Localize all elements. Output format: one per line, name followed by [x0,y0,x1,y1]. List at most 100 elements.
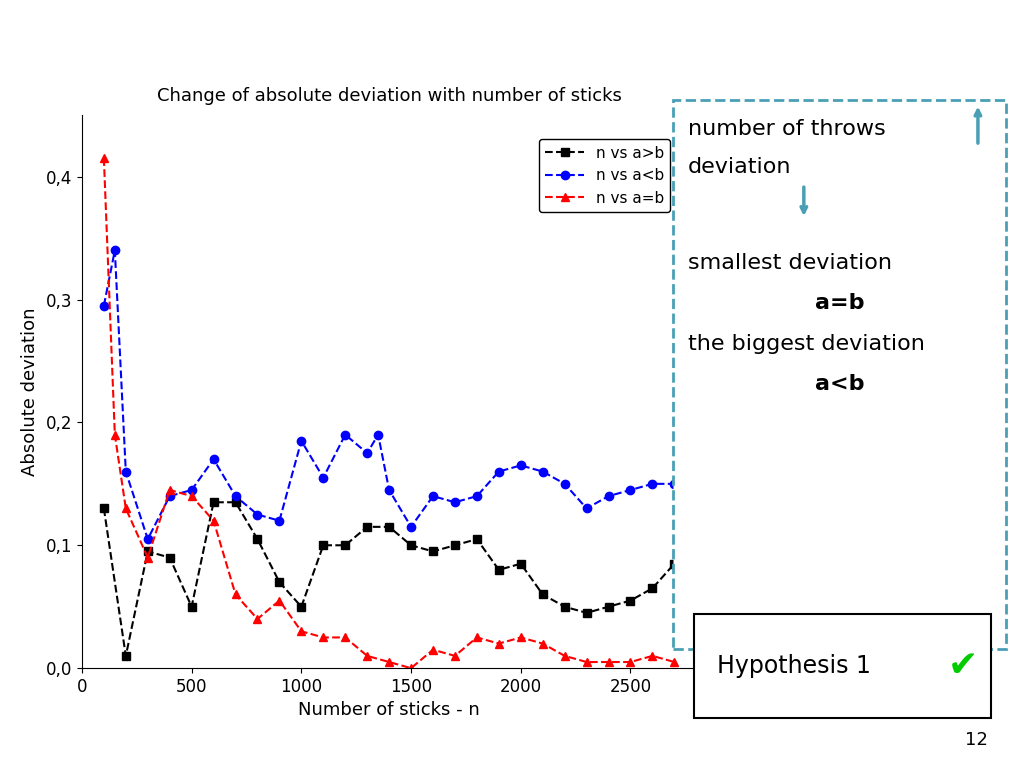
n vs a<b [185,485,198,495]
n vs a=b [317,633,330,642]
n vs a<b [251,510,263,519]
n vs a<b [449,498,461,507]
n vs a<b [427,492,439,501]
n vs a>b [141,547,154,556]
n vs a>b [295,602,307,611]
n vs a<b [97,301,110,310]
n vs a>b [515,559,527,568]
n vs a=b [602,657,614,667]
n vs a=b [229,590,242,599]
n vs a<b [581,504,593,513]
n vs a>b [669,559,681,568]
n vs a>b [493,565,505,574]
n vs a=b [493,639,505,648]
n vs a>b [581,608,593,617]
n vs a<b [625,485,637,495]
n vs a>b [120,651,132,660]
Text: a<b: a<b [815,374,864,394]
n vs a>b [383,522,395,531]
Text: ✔: ✔ [947,649,978,683]
Title: Change of absolute deviation with number of sticks: Change of absolute deviation with number… [157,88,622,105]
n vs a=b [361,651,374,660]
Legend: n vs a>b, n vs a<b, n vs a=b: n vs a>b, n vs a<b, n vs a=b [540,140,671,212]
n vs a<b [602,492,614,501]
n vs a=b [383,657,395,667]
n vs a>b [602,602,614,611]
n vs a>b [208,498,220,507]
n vs a=b [97,154,110,163]
n vs a=b [404,664,417,673]
n vs a<b [471,492,483,501]
n vs a=b [669,657,681,667]
Text: smallest deviation: smallest deviation [688,253,892,273]
n vs a>b [317,541,330,550]
n vs a>b [404,541,417,550]
n vs a>b [273,578,286,587]
n vs a<b [404,522,417,531]
n vs a=b [141,553,154,562]
n vs a>b [471,535,483,544]
n vs a>b [427,547,439,556]
n vs a>b [537,590,549,599]
n vs a>b [646,584,658,593]
n vs a=b [185,492,198,501]
n vs a<b [558,479,570,488]
n vs a<b [141,535,154,544]
n vs a>b [558,602,570,611]
n vs a<b [317,473,330,482]
Y-axis label: Absolute deviation: Absolute deviation [20,307,39,476]
n vs a=b [109,430,121,439]
n vs a=b [427,645,439,654]
n vs a=b [208,516,220,525]
Text: Hypothesis 1: Hypothesis 1 [717,654,870,678]
n vs a=b [471,633,483,642]
n vs a=b [339,633,351,642]
n vs a=b [558,651,570,660]
n vs a<b [295,436,307,445]
Text: number of throws: number of throws [688,119,886,139]
n vs a=b [581,657,593,667]
n vs a=b [537,639,549,648]
Line: n vs a>b: n vs a>b [99,498,679,660]
n vs a>b [251,535,263,544]
n vs a<b [229,492,242,501]
n vs a<b [646,479,658,488]
FancyBboxPatch shape [694,614,991,718]
Text: the biggest deviation: the biggest deviation [688,334,925,354]
n vs a<b [109,246,121,255]
n vs a=b [449,651,461,660]
n vs a>b [625,596,637,605]
Line: n vs a<b: n vs a<b [99,247,679,543]
n vs a=b [515,633,527,642]
n vs a=b [295,627,307,636]
X-axis label: Number of sticks - n: Number of sticks - n [298,701,480,720]
n vs a<b [120,467,132,476]
FancyBboxPatch shape [673,100,1006,649]
n vs a>b [97,504,110,513]
n vs a>b [229,498,242,507]
Text: a=b: a=b [815,293,864,313]
n vs a<b [164,492,176,501]
n vs a<b [515,461,527,470]
n vs a<b [493,467,505,476]
n vs a>b [449,541,461,550]
n vs a>b [339,541,351,550]
n vs a<b [273,516,286,525]
n vs a=b [164,485,176,495]
Text: 12: 12 [966,731,988,749]
n vs a<b [383,485,395,495]
n vs a>b [164,553,176,562]
n vs a<b [669,479,681,488]
n vs a>b [185,602,198,611]
n vs a<b [372,430,384,439]
n vs a=b [273,596,286,605]
n vs a>b [361,522,374,531]
Text: deviation: deviation [688,157,792,177]
n vs a=b [646,651,658,660]
n vs a<b [537,467,549,476]
n vs a=b [120,504,132,513]
n vs a=b [251,614,263,624]
Line: n vs a=b: n vs a=b [99,154,679,672]
n vs a<b [339,430,351,439]
n vs a=b [625,657,637,667]
